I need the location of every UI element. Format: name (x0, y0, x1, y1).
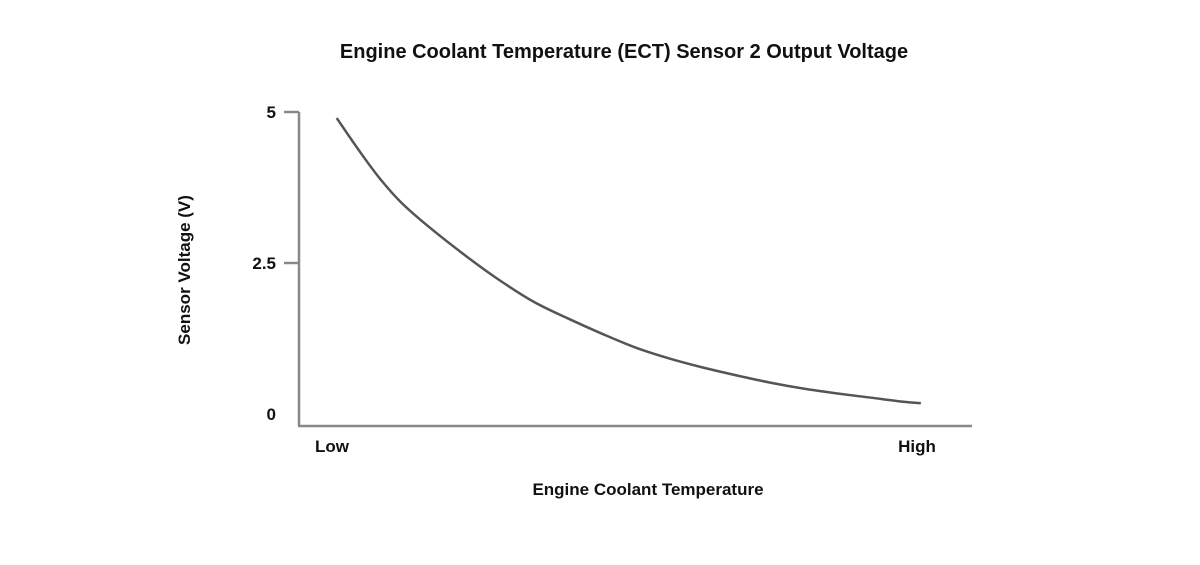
x-axis-label: Engine Coolant Temperature (532, 480, 763, 499)
voltage-curve (335, 117, 921, 405)
chart-title: Engine Coolant Temperature (ECT) Sensor … (340, 41, 908, 63)
x-tick-label-high: High (898, 437, 936, 456)
y-tick-label: 5 (267, 103, 276, 122)
y-tick-label: 2.5 (252, 254, 276, 273)
y-tick-label: 0 (267, 405, 276, 424)
y-axis-label: Sensor Voltage (V) (175, 195, 194, 345)
x-tick-label-low: Low (315, 437, 350, 456)
